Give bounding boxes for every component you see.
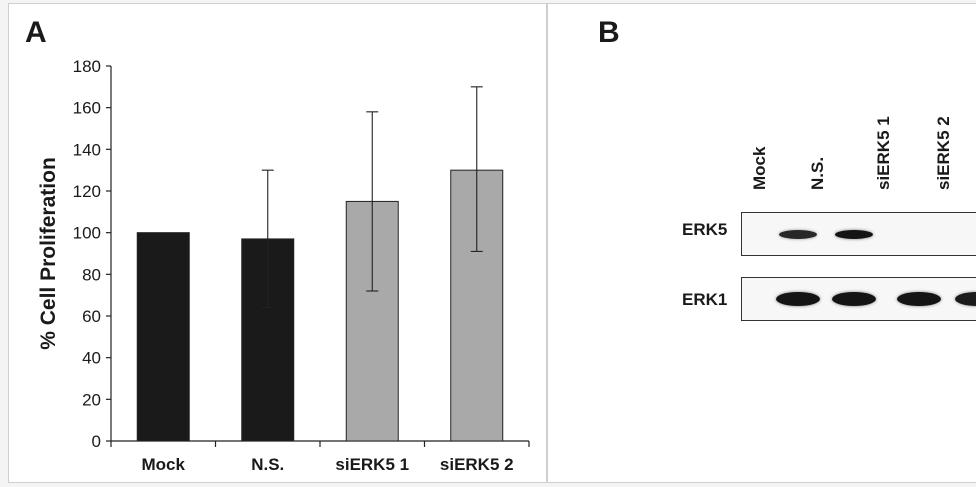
y-tick-label: 180 xyxy=(73,57,101,76)
lane-label-siERK5-1: siERK5 1 xyxy=(874,116,893,190)
blot-row-erk5 xyxy=(741,212,976,256)
y-tick-label: 160 xyxy=(73,99,101,118)
blot-band xyxy=(897,292,941,306)
blot-row-erk1 xyxy=(741,277,976,321)
blot-row-label-erk1: ERK1 xyxy=(682,290,728,309)
blot-band xyxy=(835,229,873,239)
panel-a-letter: A xyxy=(25,16,47,49)
lane-label-siERK5-2: siERK5 2 xyxy=(934,116,953,190)
y-tick-label: 80 xyxy=(82,265,101,284)
lane-label-mock: Mock xyxy=(750,146,769,190)
bar xyxy=(241,238,295,442)
y-tick-label: 140 xyxy=(73,140,101,159)
x-tick-label: siERK5 2 xyxy=(440,455,514,474)
x-tick-label: siERK5 1 xyxy=(335,455,409,474)
y-tick-label: 20 xyxy=(82,390,101,409)
blot-band xyxy=(779,229,817,239)
x-tick-label: N.S. xyxy=(251,455,284,474)
blot-band xyxy=(955,292,976,306)
panel-b: B Mock N.S. siERK5 1 siERK5 2 ERK5 ERK1 xyxy=(547,3,976,483)
bar xyxy=(136,232,190,442)
y-tick-label: 0 xyxy=(92,432,101,451)
y-tick-label: 120 xyxy=(73,182,101,201)
bar-chart: 0 20 40 60 80 100 120 140 160 180 Mock N.S. siERK5 1… xyxy=(37,57,530,474)
y-tick-label: 40 xyxy=(82,349,101,368)
blot-band xyxy=(776,292,820,306)
lane-label-ns: N.S. xyxy=(808,156,827,190)
panel-b-letter: B xyxy=(598,16,620,49)
panel-a: A 0 20 40 60 80 100 120 140 160 180 Mock N.S. siERK5… xyxy=(8,3,547,483)
y-axis-label: % Cell Proliferation xyxy=(37,157,60,350)
blot-row-label-erk5: ERK5 xyxy=(682,220,728,239)
blot-band xyxy=(832,292,876,306)
x-tick-label: Mock xyxy=(142,455,186,474)
y-tick-label: 60 xyxy=(82,307,101,326)
y-tick-label: 100 xyxy=(73,224,101,243)
